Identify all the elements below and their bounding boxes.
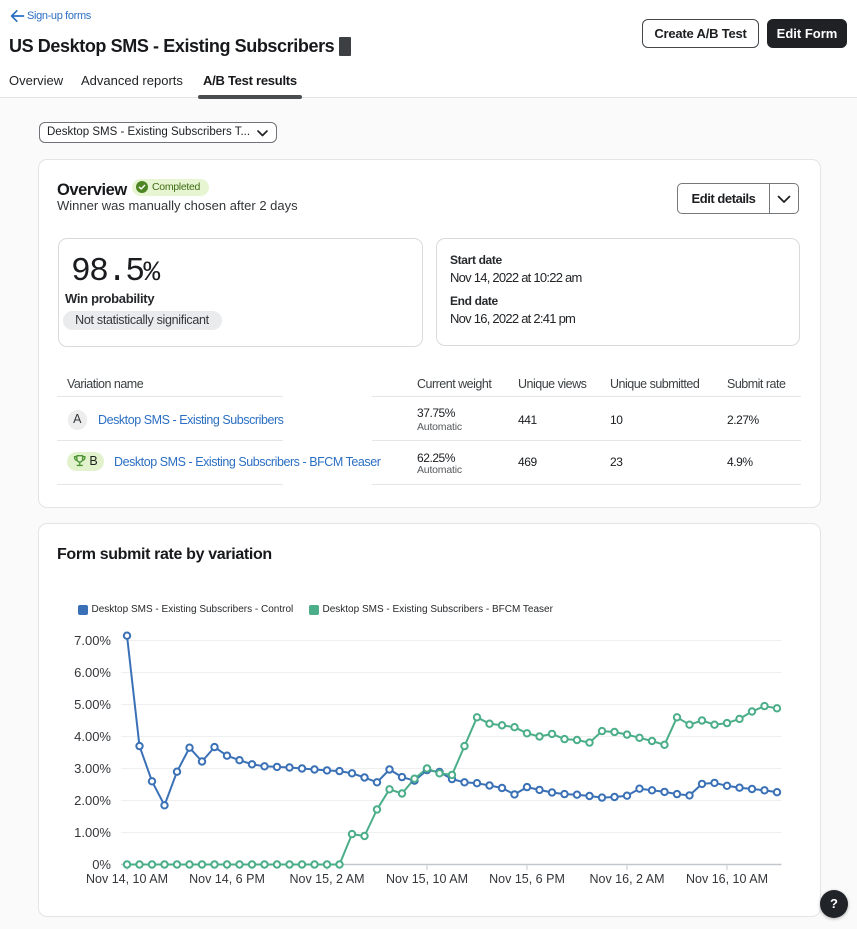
svg-text:Nov 14, 10 AM: Nov 14, 10 AM <box>86 872 168 886</box>
svg-text:Nov 15, 2 AM: Nov 15, 2 AM <box>289 872 364 886</box>
svg-text:2.00%: 2.00% <box>74 793 111 808</box>
svg-text:4.00%: 4.00% <box>74 729 111 744</box>
svg-text:1.00%: 1.00% <box>74 825 111 840</box>
svg-text:6.00%: 6.00% <box>74 665 111 680</box>
svg-text:0%: 0% <box>92 857 111 872</box>
svg-text:Nov 15, 10 AM: Nov 15, 10 AM <box>386 872 468 886</box>
svg-text:7.00%: 7.00% <box>74 633 111 648</box>
svg-text:Nov 16, 2 AM: Nov 16, 2 AM <box>589 872 664 886</box>
svg-text:Nov 16, 10 AM: Nov 16, 10 AM <box>686 872 768 886</box>
svg-text:Nov 15, 6 PM: Nov 15, 6 PM <box>489 872 565 886</box>
svg-text:5.00%: 5.00% <box>74 697 111 712</box>
svg-text:3.00%: 3.00% <box>74 761 111 776</box>
svg-text:Nov 14, 6 PM: Nov 14, 6 PM <box>189 872 265 886</box>
